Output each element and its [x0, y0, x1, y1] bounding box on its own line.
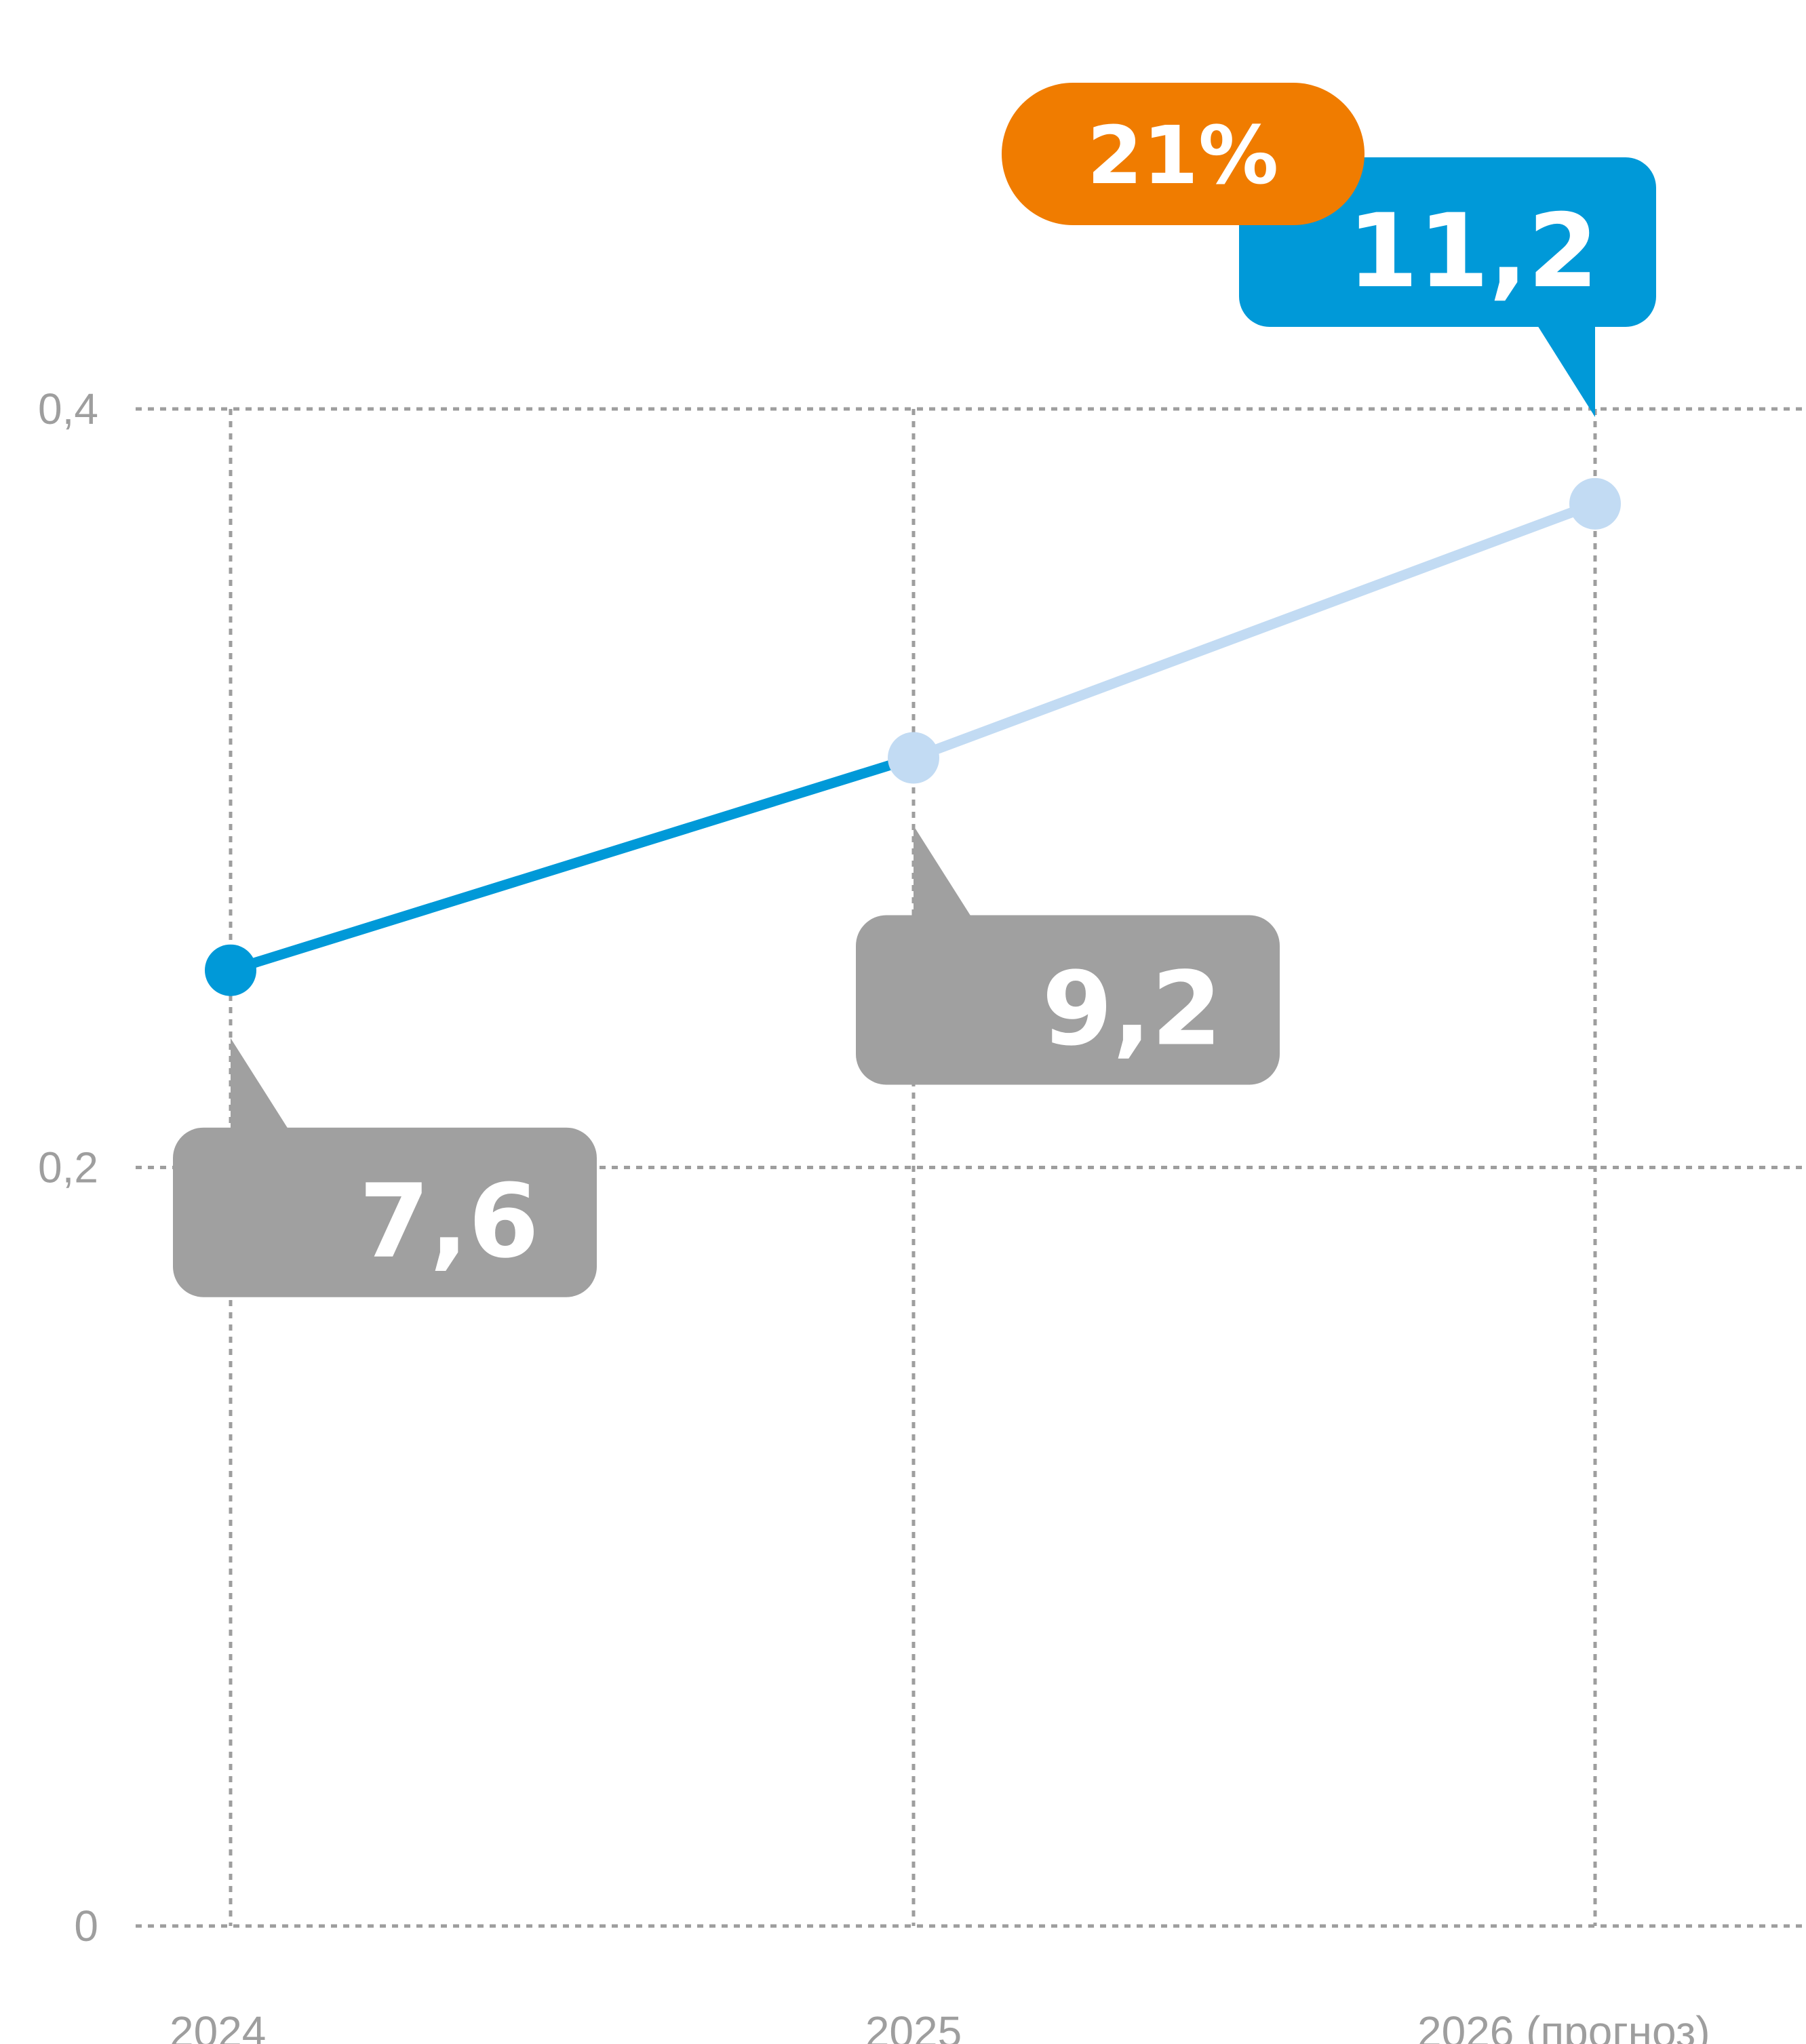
- x-tick-label: 2026 (прогноз): [1417, 2007, 1710, 2044]
- data-label: 11,2: [1348, 193, 1598, 311]
- y-tick-label: 0,2: [38, 1143, 98, 1192]
- data-point: [205, 944, 256, 996]
- callout-pointer: [1534, 320, 1595, 417]
- data-labels: 7,6 9,2 11,2 21%: [173, 83, 1656, 1297]
- x-tick-label: 2024: [170, 2007, 266, 2044]
- axes: 0 0,2 0,4 2024 2025 2026 (прогноз): [38, 385, 1710, 2044]
- callout-pointer: [914, 825, 975, 922]
- series-line-forecast: [908, 498, 1601, 764]
- y-tick-label: 0,4: [38, 385, 98, 433]
- callout-box: [173, 1127, 597, 1297]
- y-tick-label: 0: [74, 1902, 98, 1950]
- growth-badge: 21%: [1002, 83, 1365, 225]
- data-label-callout: 7,6: [173, 1038, 597, 1297]
- data-label: 9,2: [1042, 951, 1222, 1069]
- data-label-callout: 11,2: [1239, 157, 1656, 417]
- callout-box: [856, 915, 1280, 1085]
- data-point: [1569, 477, 1621, 530]
- series: [205, 477, 1621, 996]
- badge-label: 21%: [1087, 109, 1278, 202]
- callout-pointer: [231, 1038, 292, 1135]
- series-line-actual: [225, 753, 919, 976]
- data-label-callout: 9,2: [856, 825, 1280, 1085]
- x-tick-label: 2025: [865, 2007, 962, 2044]
- data-label: 7,6: [359, 1163, 539, 1281]
- badge-pill: [1002, 83, 1365, 225]
- data-point: [888, 732, 939, 784]
